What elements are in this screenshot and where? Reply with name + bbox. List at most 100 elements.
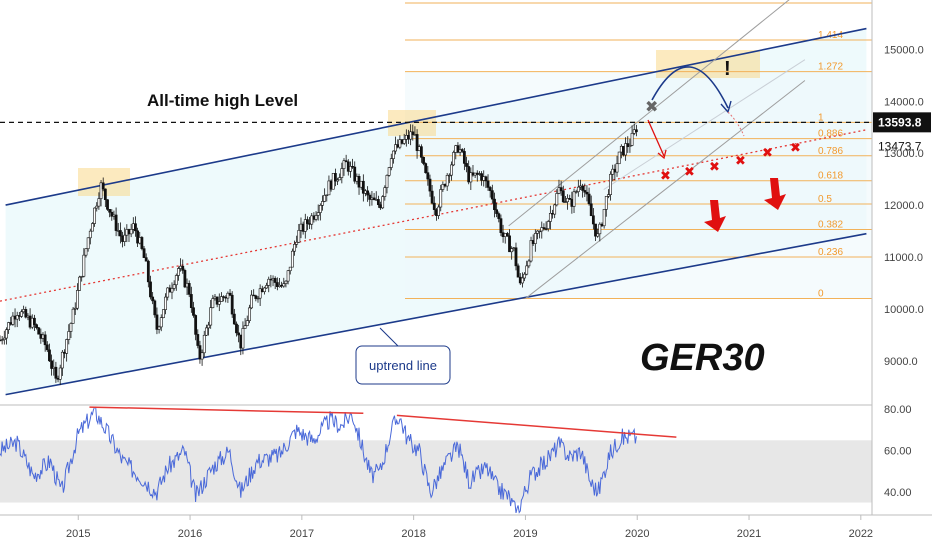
- candle: [48, 343, 51, 362]
- candle: [495, 202, 499, 218]
- rsi-divergence-1: [89, 406, 364, 415]
- candle: [342, 158, 346, 176]
- candle: [607, 189, 610, 199]
- candle: [159, 314, 163, 332]
- candle: [445, 173, 449, 191]
- candle: [151, 291, 155, 305]
- candle: [32, 314, 36, 331]
- time-tick-label: 2015: [66, 528, 90, 540]
- red-arrow-head: [657, 149, 667, 160]
- candle: [437, 204, 440, 220]
- candle: [596, 228, 600, 238]
- candle: [80, 275, 84, 282]
- candle: [402, 133, 406, 146]
- x-marker-red-1: ✖: [660, 169, 671, 184]
- candle: [7, 321, 10, 334]
- candle: [452, 150, 456, 167]
- candle: [333, 168, 337, 187]
- time-tick-label: 2017: [290, 528, 314, 540]
- fib-label-0.886: 0.886: [818, 129, 843, 140]
- candle: [95, 202, 99, 212]
- candle: [166, 287, 170, 301]
- uptrend-callout-label: uptrend line: [369, 358, 437, 373]
- candle: [353, 161, 357, 184]
- candle: [628, 138, 632, 153]
- candle: [78, 275, 81, 291]
- x-marker-grey: ✖: [645, 97, 658, 116]
- candle: [521, 272, 524, 288]
- time-tick-label: 2019: [513, 528, 537, 540]
- candle: [99, 179, 103, 207]
- candle: [564, 196, 567, 203]
- candle: [424, 162, 428, 174]
- candle: [284, 280, 288, 288]
- candle: [217, 293, 221, 312]
- candle: [69, 322, 73, 339]
- candle: [181, 259, 185, 274]
- chart-title: GER30: [640, 337, 765, 379]
- price-tick-label: 11000.0: [884, 252, 923, 264]
- candle: [211, 294, 215, 309]
- candle: [525, 260, 529, 276]
- candle: [232, 308, 236, 325]
- candle: [538, 230, 542, 239]
- candle: [544, 221, 548, 231]
- candle: [615, 155, 619, 177]
- candle: [250, 290, 253, 310]
- time-tick-label: 2018: [401, 528, 425, 540]
- candle: [594, 223, 597, 242]
- candle: [439, 184, 443, 212]
- candle: [488, 185, 492, 198]
- candle: [220, 292, 223, 302]
- candle: [409, 124, 413, 146]
- candle: [194, 314, 198, 341]
- rsi-line: [0, 406, 637, 514]
- candle: [200, 349, 204, 366]
- candle: [321, 195, 324, 211]
- candle: [572, 188, 576, 214]
- candle: [247, 304, 251, 324]
- candle: [228, 289, 232, 296]
- candle: [385, 174, 389, 194]
- candle: [323, 188, 327, 203]
- channel-midline: [0, 129, 867, 302]
- candle: [499, 214, 503, 237]
- candle: [542, 223, 546, 231]
- candle: [430, 185, 434, 205]
- candle: [368, 192, 372, 207]
- candle: [617, 151, 621, 165]
- candle: [604, 196, 608, 217]
- candle: [24, 306, 28, 319]
- candle: [282, 277, 286, 288]
- candle: [297, 223, 301, 243]
- candle: [426, 165, 430, 186]
- candle: [43, 331, 47, 352]
- candle: [456, 142, 460, 154]
- candle: [634, 124, 638, 137]
- candle: [389, 153, 393, 171]
- fib-band: [405, 71, 872, 299]
- candle: [97, 192, 101, 210]
- candle: [71, 306, 75, 324]
- candle: [146, 259, 150, 288]
- candle: [103, 188, 107, 208]
- candle: [344, 154, 348, 163]
- candle: [290, 248, 294, 268]
- candle: [484, 175, 488, 189]
- candle: [540, 221, 544, 239]
- candle: [428, 174, 432, 197]
- candle: [241, 321, 245, 355]
- candle: [140, 236, 144, 251]
- candle: [174, 273, 178, 291]
- candle: [465, 156, 468, 173]
- candle: [561, 185, 565, 204]
- candle: [144, 253, 148, 262]
- candle: [230, 291, 234, 318]
- candle: [336, 177, 339, 186]
- candle: [576, 179, 580, 197]
- x-marker-red-2: ✖: [684, 165, 695, 180]
- candle: [591, 208, 595, 230]
- price-tick-label: 10000.0: [884, 304, 924, 316]
- candle: [273, 276, 277, 290]
- candle: [136, 227, 139, 247]
